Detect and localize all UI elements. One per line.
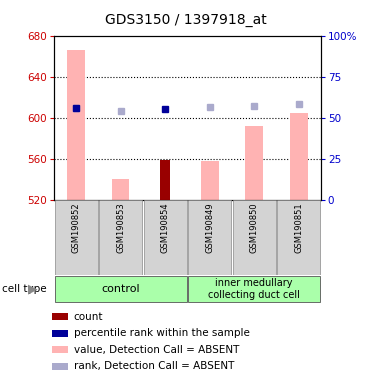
Bar — [52, 330, 68, 336]
Text: GSM190849: GSM190849 — [205, 202, 214, 253]
Bar — [99, 200, 142, 275]
Bar — [201, 161, 219, 200]
Text: value, Detection Call = ABSENT: value, Detection Call = ABSENT — [74, 345, 239, 355]
Bar — [52, 313, 68, 320]
Bar — [245, 126, 263, 200]
Text: GSM190854: GSM190854 — [161, 202, 170, 253]
Bar — [188, 276, 320, 302]
Text: GSM190851: GSM190851 — [294, 202, 303, 253]
Bar — [55, 200, 98, 275]
Bar — [52, 363, 68, 370]
Bar — [67, 50, 85, 200]
Text: ▶: ▶ — [28, 283, 37, 295]
Bar — [55, 276, 187, 302]
Bar — [160, 160, 170, 200]
Text: GSM190853: GSM190853 — [116, 202, 125, 253]
Text: GSM190850: GSM190850 — [250, 202, 259, 253]
Bar — [188, 200, 231, 275]
Text: percentile rank within the sample: percentile rank within the sample — [74, 328, 250, 338]
Text: count: count — [74, 311, 104, 321]
Text: control: control — [101, 284, 140, 294]
Bar — [290, 113, 308, 200]
Text: inner medullary
collecting duct cell: inner medullary collecting duct cell — [208, 278, 300, 300]
Bar — [52, 346, 68, 353]
Text: cell type: cell type — [2, 284, 46, 294]
Bar — [144, 200, 187, 275]
Bar — [233, 200, 276, 275]
Text: rank, Detection Call = ABSENT: rank, Detection Call = ABSENT — [74, 361, 234, 371]
Bar — [277, 200, 320, 275]
Text: GDS3150 / 1397918_at: GDS3150 / 1397918_at — [105, 13, 266, 27]
Text: GSM190852: GSM190852 — [72, 202, 81, 253]
Bar — [112, 179, 129, 200]
